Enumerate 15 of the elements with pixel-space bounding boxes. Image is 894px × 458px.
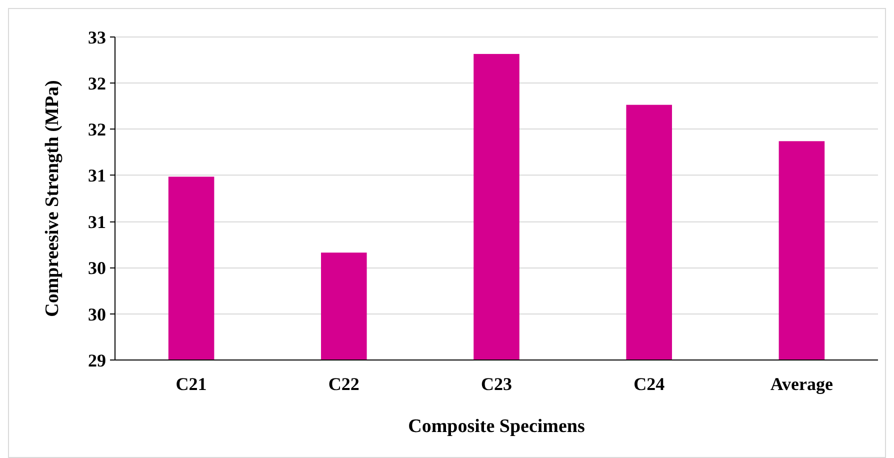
x-tick-label: C24 — [634, 374, 665, 394]
y-axis-title: Compreesive Strength (MPa) — [42, 80, 63, 317]
x-tick-label: C21 — [176, 374, 207, 394]
y-tick-label: 33 — [88, 27, 106, 48]
x-tick-label: Average — [770, 374, 834, 394]
y-tick-label: 31 — [88, 212, 106, 232]
y-tick-label: 29 — [88, 350, 106, 370]
y-tick-label: 31 — [88, 165, 106, 186]
x-tick-label: C22 — [328, 374, 360, 394]
y-tick-label: 30 — [88, 258, 106, 278]
x-axis-title: Composite Specimens — [408, 416, 585, 437]
y-tick-label: 32 — [88, 73, 106, 94]
y-tick-label: 30 — [88, 304, 106, 324]
y-tick-label: 32 — [88, 119, 106, 140]
x-tick-label: C23 — [481, 374, 512, 394]
